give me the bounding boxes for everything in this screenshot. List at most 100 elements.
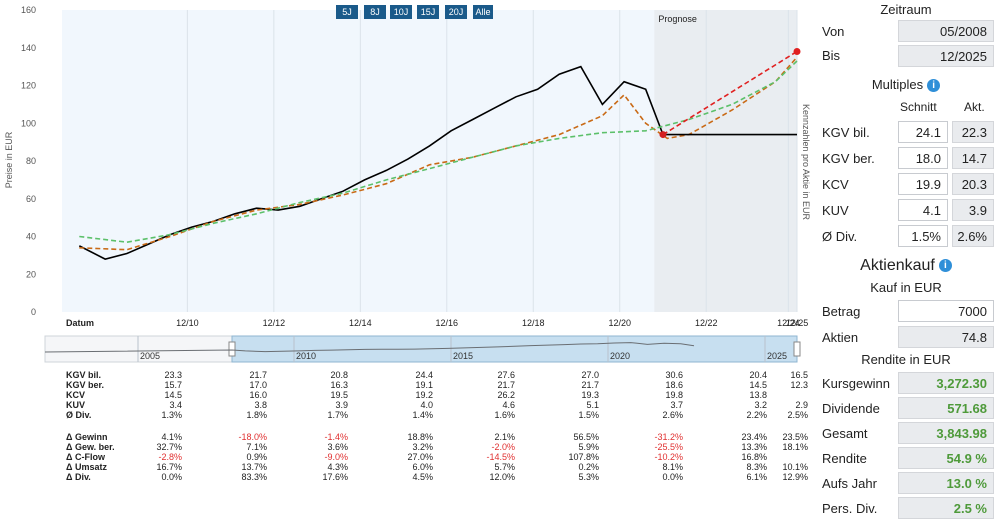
kennzahlen-row: Δ Umsatz 16.7% 13.7% 4.3% 6.0% 5.7% 0.2% 8.1% 8.… xyxy=(0,462,810,472)
kennzahlen-cell: -18.0% xyxy=(238,432,267,442)
kennzahlen-cell: 14.5 xyxy=(164,390,182,400)
rendite-label: Kursgewinn xyxy=(822,376,890,391)
kennzahlen-cell: 19.1 xyxy=(415,380,433,390)
y-tick-label: 60 xyxy=(26,194,36,204)
betrag-input[interactable]: 7000 xyxy=(898,300,994,322)
kennzahlen-row: Δ Gew. ber. 32.7% 7.1% 3.6% 3.2% -2.0% 5.9% -25… xyxy=(0,442,810,452)
kennzahlen-cell: 6.1% xyxy=(746,472,767,482)
kennzahlen-cell: 3.4 xyxy=(169,400,182,410)
kennzahlen-cell: 19.3 xyxy=(581,390,599,400)
kennzahlen-row-label: Δ Div. xyxy=(66,472,91,482)
kennzahlen-cell: 13.7% xyxy=(241,462,267,472)
kennzahlen-row: KCV 14.5 16.0 19.5 19.2 26.2 19.3 19.8 13.8 xyxy=(0,390,810,400)
price-chart: Prognose 0 20 40 60 80 100 120 140 160 Datum 12/10 1… xyxy=(4,5,810,363)
kennzahlen-cell: -1.4% xyxy=(324,432,348,442)
x-tick-label: 12/12 xyxy=(263,318,286,328)
kennzahlen-cell: 2.5% xyxy=(787,410,808,420)
kennzahlen-cell: 15.7 xyxy=(164,380,182,390)
kennzahlen-cell: 19.8 xyxy=(665,390,683,400)
series-line-1 xyxy=(79,56,798,251)
kennzahlen-cell: -2.0% xyxy=(491,442,515,452)
kennzahlen-cell: 19.2 xyxy=(415,390,433,400)
von-field[interactable]: 05/2008 xyxy=(898,20,994,42)
kennzahlen-cell: -25.5% xyxy=(654,442,683,452)
kennzahlen-cell: 7.1% xyxy=(246,442,267,452)
rendite-value: 3,843.98 xyxy=(898,422,994,444)
navigator-line xyxy=(44,342,695,353)
kennzahlen-cell: 18.1% xyxy=(782,442,808,452)
kennzahlen-cell: 23.5% xyxy=(782,432,808,442)
bis-field[interactable]: 12/2025 xyxy=(898,45,994,67)
aktien-field: 74.8 xyxy=(898,326,994,348)
right-axis-label: Kennzahlen pro Aktie in EUR xyxy=(801,104,810,221)
kennzahlen-cell: 1.5% xyxy=(578,410,599,420)
kennzahlen-cell: 5.3% xyxy=(578,472,599,482)
kennzahlen-row: Ø Div. 1.3% 1.8% 1.7% 1.4% 1.6% 1.5% 2.6% 2.2% 2.… xyxy=(0,410,810,420)
kennzahlen-cell: 56.5% xyxy=(573,432,599,442)
range-button-15j[interactable]: 15J xyxy=(417,5,439,19)
kennzahlen-cell: 2.1% xyxy=(494,432,515,442)
kennzahlen-cell: 16.5 xyxy=(790,370,808,380)
kennzahlen-cell: 3.6% xyxy=(327,442,348,452)
kennzahlen-cell: 14.5 xyxy=(749,380,767,390)
rendite-value: 571.68 xyxy=(898,397,994,419)
rendite-title: Rendite in EUR xyxy=(861,352,951,367)
kennzahlen-cell: 1.6% xyxy=(494,410,515,420)
series-line-2 xyxy=(79,60,798,244)
kennzahlen-cell: 20.4 xyxy=(749,370,767,380)
multiple-akt-field: 20.3 xyxy=(952,173,994,195)
col-akt: Akt. xyxy=(964,100,985,114)
range-button-alle[interactable]: Alle xyxy=(473,5,493,19)
kennzahlen-cell: 3.2% xyxy=(412,442,433,452)
kennzahlen-cell: 6.0% xyxy=(412,462,433,472)
multiples-heading: Multiples i xyxy=(812,77,1000,93)
multiple-schnitt-field[interactable]: 1.5% xyxy=(898,225,948,247)
y-axis-label: Preise in EUR xyxy=(4,131,14,188)
kennzahlen-cell: 2.9 xyxy=(795,400,808,410)
x-tick-label: 12/24 xyxy=(777,318,800,328)
kennzahlen-cell: 21.7 xyxy=(497,380,515,390)
y-tick-label: 140 xyxy=(21,43,36,53)
navigator-tick-label: 2010 xyxy=(296,351,316,361)
multiples-title: Multiples xyxy=(871,77,924,92)
kennzahlen-row-label: Δ Gew. ber. xyxy=(66,442,115,452)
kennzahlen-row-label: KGV ber. xyxy=(66,380,105,390)
range-button-5j[interactable]: 5J xyxy=(336,5,358,19)
range-button-20j[interactable]: 20J xyxy=(445,5,467,19)
kauf-subtitle: Kauf in EUR xyxy=(870,280,942,295)
rendite-value: 54.9 % xyxy=(898,447,994,469)
kennzahlen-cell: 24.4 xyxy=(415,370,433,380)
navigator-tick-label: 2015 xyxy=(453,351,473,361)
kennzahlen-cell: -2.8% xyxy=(158,452,182,462)
kennzahlen-cell: 18.6 xyxy=(665,380,683,390)
kennzahlen-cell: 16.8% xyxy=(741,452,767,462)
range-button-8j[interactable]: 8J xyxy=(364,5,386,19)
multiple-schnitt-field[interactable]: 24.1 xyxy=(898,121,948,143)
y-tick-label: 40 xyxy=(26,232,36,242)
multiple-akt-field: 2.6% xyxy=(952,225,994,247)
rendite-value: 13.0 % xyxy=(898,472,994,494)
kennzahlen-cell: 107.8% xyxy=(568,452,599,462)
info-icon[interactable]: i xyxy=(938,259,952,273)
kennzahlen-cell: 1.3% xyxy=(161,410,182,420)
y-tick-label: 120 xyxy=(21,81,36,91)
bis-label: Bis xyxy=(822,48,841,63)
kennzahlen-cell: -31.2% xyxy=(654,432,683,442)
rendite-label: Rendite xyxy=(822,451,867,466)
forecast-label: Prognose xyxy=(658,14,697,24)
betrag-label: Betrag xyxy=(822,304,861,319)
kennzahlen-cell: 12.0% xyxy=(489,472,515,482)
kennzahlen-cell: 10.1% xyxy=(782,462,808,472)
multiple-schnitt-field[interactable]: 4.1 xyxy=(898,199,948,221)
kennzahlen-cell: 21.7 xyxy=(249,370,267,380)
kennzahlen-cell: 21.7 xyxy=(581,380,599,390)
navigator-tick-label: 2020 xyxy=(610,351,630,361)
kennzahlen-cell: -10.2% xyxy=(654,452,683,462)
range-button-10j[interactable]: 10J xyxy=(390,5,412,19)
multiple-schnitt-field[interactable]: 18.0 xyxy=(898,147,948,169)
multiple-schnitt-field[interactable]: 19.9 xyxy=(898,173,948,195)
kennzahlen-row: Δ Div. 0.0% 83.3% 17.6% 4.5% 12.0% 5.3% 0.0% 6.1… xyxy=(0,472,810,482)
info-icon[interactable]: i xyxy=(927,79,941,93)
rendite-value: 3,272.30 xyxy=(898,372,994,394)
kennzahlen-cell: -14.5% xyxy=(486,452,515,462)
